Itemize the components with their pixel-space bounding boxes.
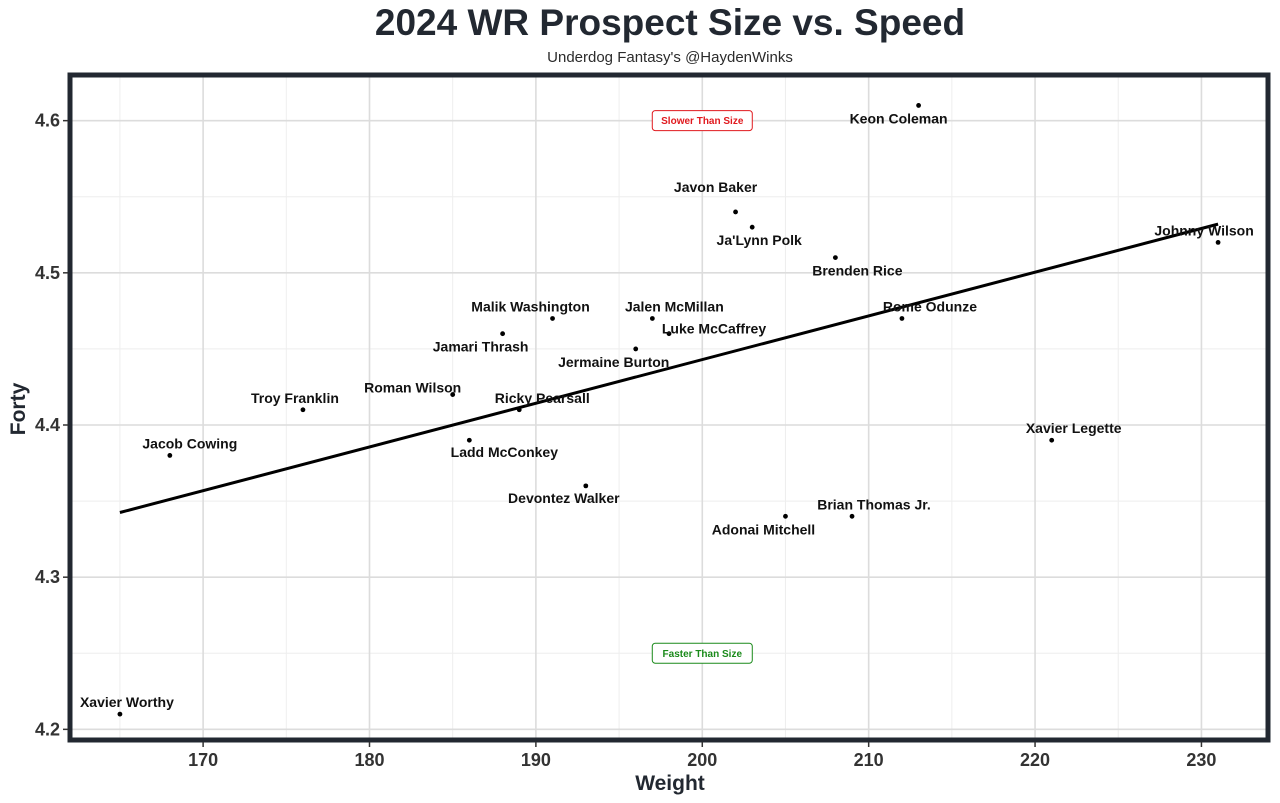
point-label: Brian Thomas Jr. xyxy=(817,496,931,512)
data-point xyxy=(899,316,905,321)
y-axis-title: Forty xyxy=(7,382,30,435)
annotation-box xyxy=(651,642,753,664)
data-point xyxy=(550,316,555,321)
point-label: Roman Wilson xyxy=(364,380,461,396)
data-point-group: Xavier Legette xyxy=(1026,420,1122,443)
annotation-text: Slower Than Size xyxy=(661,116,744,127)
data-point-group: Malik Washington xyxy=(471,298,590,321)
point-label: Xavier Worthy xyxy=(80,694,174,710)
point-label: Jalen McMillan xyxy=(625,298,724,314)
trendline-layer xyxy=(119,222,1219,514)
data-point-group: Brian Thomas Jr. xyxy=(817,496,931,519)
data-point-group: Jalen McMillan xyxy=(625,298,724,321)
data-point-group: Devontez Walker xyxy=(508,483,620,506)
point-label: Jermaine Burton xyxy=(558,354,669,370)
y-tick-label: 4.4 xyxy=(35,415,60,435)
data-point-group: Jacob Cowing xyxy=(142,435,237,458)
data-point xyxy=(1215,239,1221,245)
point-label: Rome Odunze xyxy=(883,298,977,314)
point-label: Xavier Legette xyxy=(1026,420,1122,436)
point-label: Keon Coleman xyxy=(850,110,948,126)
axis-ticks: 170 180 190 200 210 220 230 4.2 4.3 4.4 4.5 4.6 xyxy=(35,111,1216,770)
data-point-group: Luke McCaffrey xyxy=(662,321,766,337)
annotation-box xyxy=(651,110,753,132)
annotation-layer: Slower Than Size Faster Than Size xyxy=(651,110,753,664)
points-layer: Keon Coleman Javon Baker Ja'Lynn Polk Johnn… xyxy=(80,103,1254,717)
data-point xyxy=(749,224,755,230)
data-point-group: Troy Franklin xyxy=(251,390,339,413)
data-point xyxy=(733,209,738,215)
plot-panel-border xyxy=(67,72,1271,743)
data-point xyxy=(583,483,589,489)
annotation-text: Faster Than Size xyxy=(663,649,743,660)
data-point xyxy=(916,103,921,108)
point-label: Jamari Thrash xyxy=(433,339,529,355)
data-point-group: Johnny Wilson xyxy=(1154,222,1254,245)
grid xyxy=(70,75,1268,740)
point-label: Brenden Rice xyxy=(812,263,902,279)
data-point-group: Ladd McConkey xyxy=(451,437,559,460)
x-tick-label: 200 xyxy=(687,750,717,770)
annotation-label: Slower Than Size xyxy=(651,110,753,132)
chart-subtitle: Underdog Fantasy's @HaydenWinks xyxy=(547,49,793,66)
point-label: Jacob Cowing xyxy=(142,435,237,451)
point-label: Johnny Wilson xyxy=(1154,222,1253,238)
point-label: Ja'Lynn Polk xyxy=(717,232,802,248)
y-tick-label: 4.2 xyxy=(35,719,60,739)
data-point xyxy=(500,331,506,337)
data-point-group: Roman Wilson xyxy=(364,380,461,397)
data-point xyxy=(633,346,639,352)
data-point xyxy=(783,513,788,519)
y-tick-label: 4.6 xyxy=(35,111,60,131)
data-point-group: Jamari Thrash xyxy=(433,331,529,355)
x-tick-label: 220 xyxy=(1020,750,1050,770)
data-point-group: Xavier Worthy xyxy=(80,694,174,717)
data-point xyxy=(167,453,173,458)
x-tick-label: 210 xyxy=(854,750,884,770)
data-point-group: Rome Odunze xyxy=(883,298,977,321)
x-tick-label: 170 xyxy=(188,750,218,770)
data-point-group: Ricky Pearsall xyxy=(495,390,590,413)
data-point-group: Keon Coleman xyxy=(850,103,948,126)
point-label: Luke McCaffrey xyxy=(662,321,766,337)
annotation-label: Faster Than Size xyxy=(651,642,753,664)
x-axis-title: Weight xyxy=(635,772,705,795)
x-tick-label: 190 xyxy=(521,750,551,770)
data-point xyxy=(516,407,522,413)
data-point-group: Jermaine Burton xyxy=(558,346,669,370)
data-point xyxy=(666,331,672,337)
data-point xyxy=(649,316,655,321)
data-point xyxy=(117,711,123,717)
y-tick-label: 4.5 xyxy=(35,263,60,283)
trend-line xyxy=(119,222,1219,514)
y-tick-label: 4.3 xyxy=(35,567,60,587)
data-point-group: Adonai Mitchell xyxy=(712,513,815,537)
x-tick-label: 230 xyxy=(1186,750,1216,770)
data-point xyxy=(849,513,855,519)
x-tick-label: 180 xyxy=(354,750,384,770)
point-label: Malik Washington xyxy=(471,298,589,314)
point-label: Devontez Walker xyxy=(508,490,620,506)
data-point xyxy=(466,437,472,443)
data-point xyxy=(832,255,838,261)
data-point xyxy=(450,392,456,397)
point-label: Javon Baker xyxy=(674,179,758,195)
data-point xyxy=(300,407,306,413)
point-label: Ricky Pearsall xyxy=(495,390,590,406)
data-point-group: Brenden Rice xyxy=(812,255,903,279)
data-point-group: Javon Baker xyxy=(674,179,758,215)
point-label: Adonai Mitchell xyxy=(712,521,815,537)
chart-title: 2024 WR Prospect Size vs. Speed xyxy=(374,2,966,43)
point-label: Ladd McConkey xyxy=(451,444,559,460)
data-point xyxy=(1049,437,1055,443)
point-label: Troy Franklin xyxy=(251,390,339,406)
data-point-group: Ja'Lynn Polk xyxy=(717,224,802,248)
